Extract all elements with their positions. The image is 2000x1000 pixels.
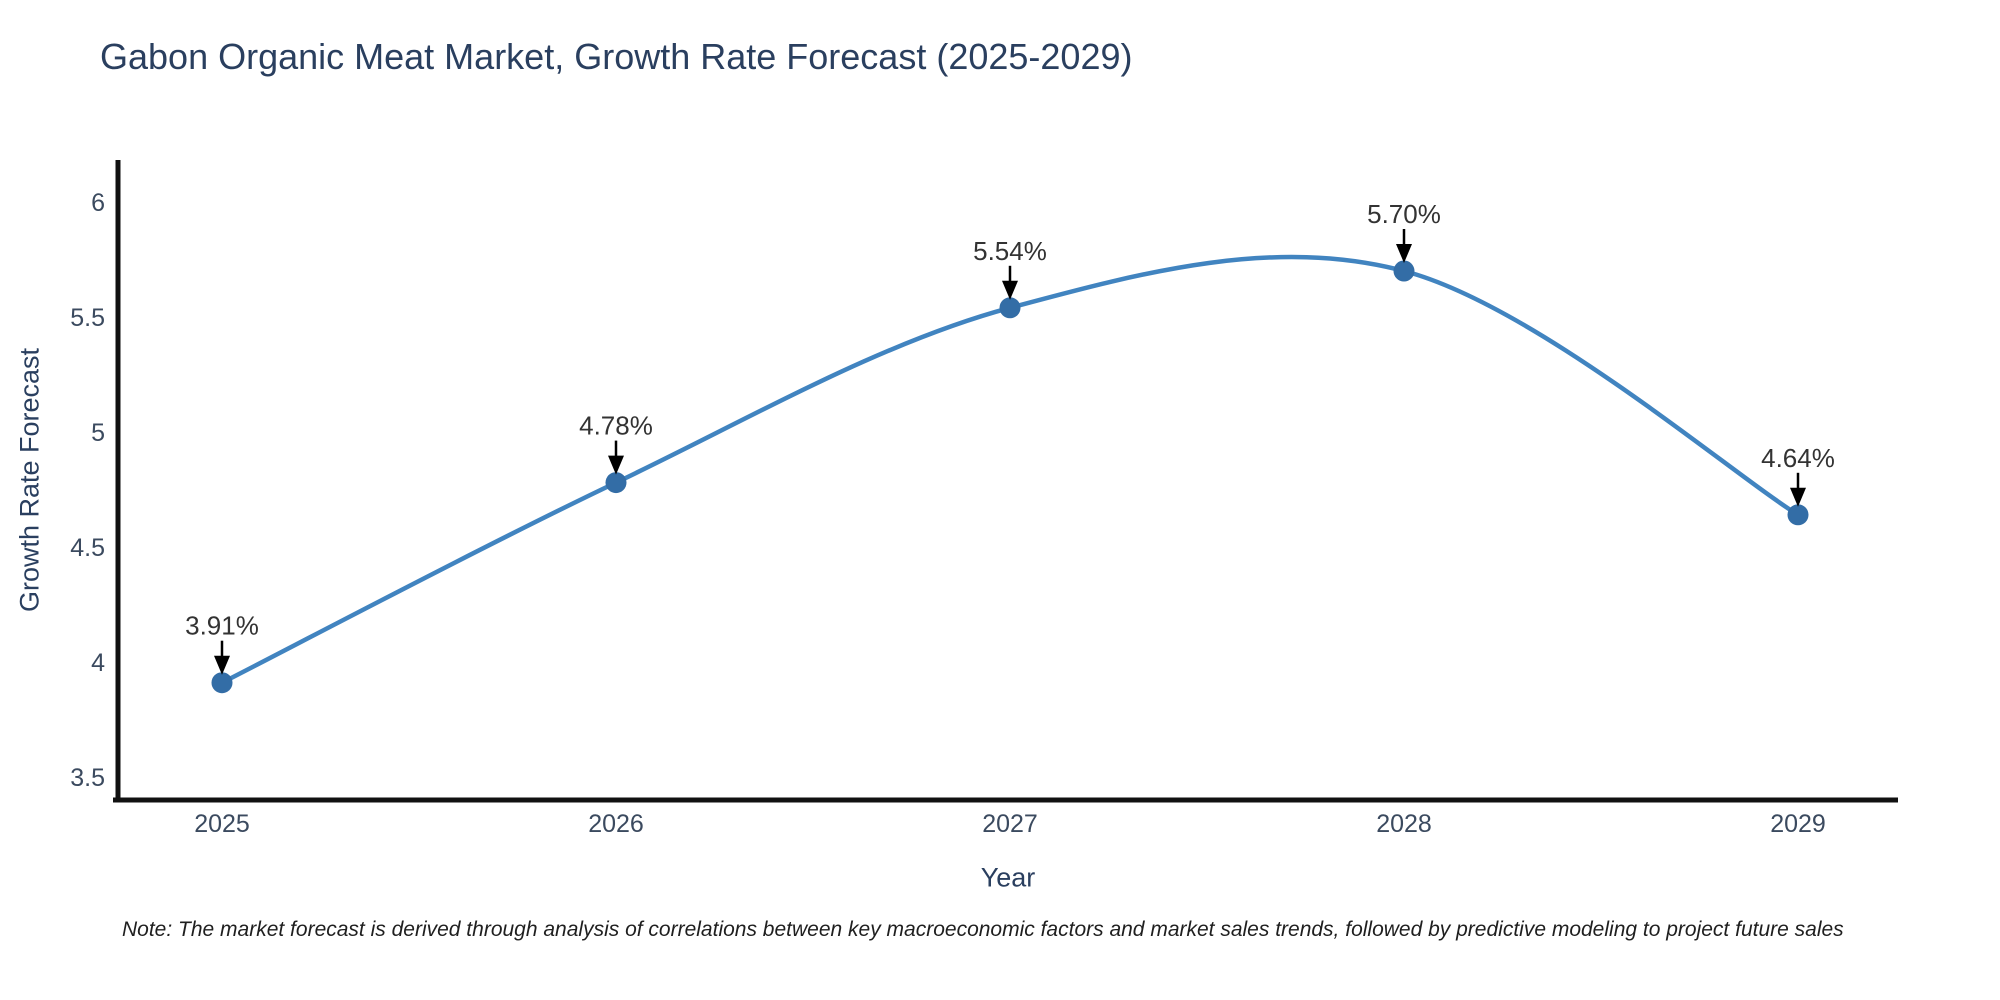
data-point-marker-2027 (999, 297, 1021, 319)
x-tick-label: 2029 (1770, 810, 1826, 838)
y-tick-label: 6 (91, 189, 105, 217)
chart-title: Gabon Organic Meat Market, Growth Rate F… (100, 36, 1133, 77)
y-tick-label: 5 (91, 419, 105, 447)
annotation-label: 3.91% (185, 611, 259, 641)
data-point-marker-2029 (1787, 504, 1809, 526)
data-point-marker-2028 (1393, 260, 1415, 282)
y-tick-label: 3.5 (70, 764, 105, 792)
x-tick-label: 2027 (982, 810, 1038, 838)
trend-line (219, 254, 1801, 685)
annotation-arrow-head (214, 655, 230, 675)
annotation-arrow-head (608, 455, 624, 475)
y-tick-label: 4.5 (70, 534, 105, 562)
data-point-marker-2025 (211, 672, 233, 694)
annotation-arrow-head (1396, 244, 1412, 263)
x-tick-label: 2028 (1376, 810, 1432, 838)
annotation-label: 4.78% (579, 411, 653, 441)
y-tick-label: 4 (91, 649, 105, 677)
annotation-label: 5.70% (1367, 199, 1441, 229)
annotation-label: 5.54% (973, 236, 1047, 266)
y-tick-label: 5.5 (70, 304, 105, 332)
annotation-arrow-head (1002, 280, 1018, 300)
footnote: Note: The market forecast is derived thr… (122, 918, 1844, 941)
x-tick-label: 2025 (194, 810, 250, 838)
annotation-label: 4.64% (1761, 443, 1835, 473)
annotation-arrow-head (1790, 487, 1806, 507)
x-tick-label: 2026 (588, 810, 644, 838)
data-point-marker-2026 (605, 472, 627, 494)
x-axis-title: Year (980, 862, 1036, 893)
